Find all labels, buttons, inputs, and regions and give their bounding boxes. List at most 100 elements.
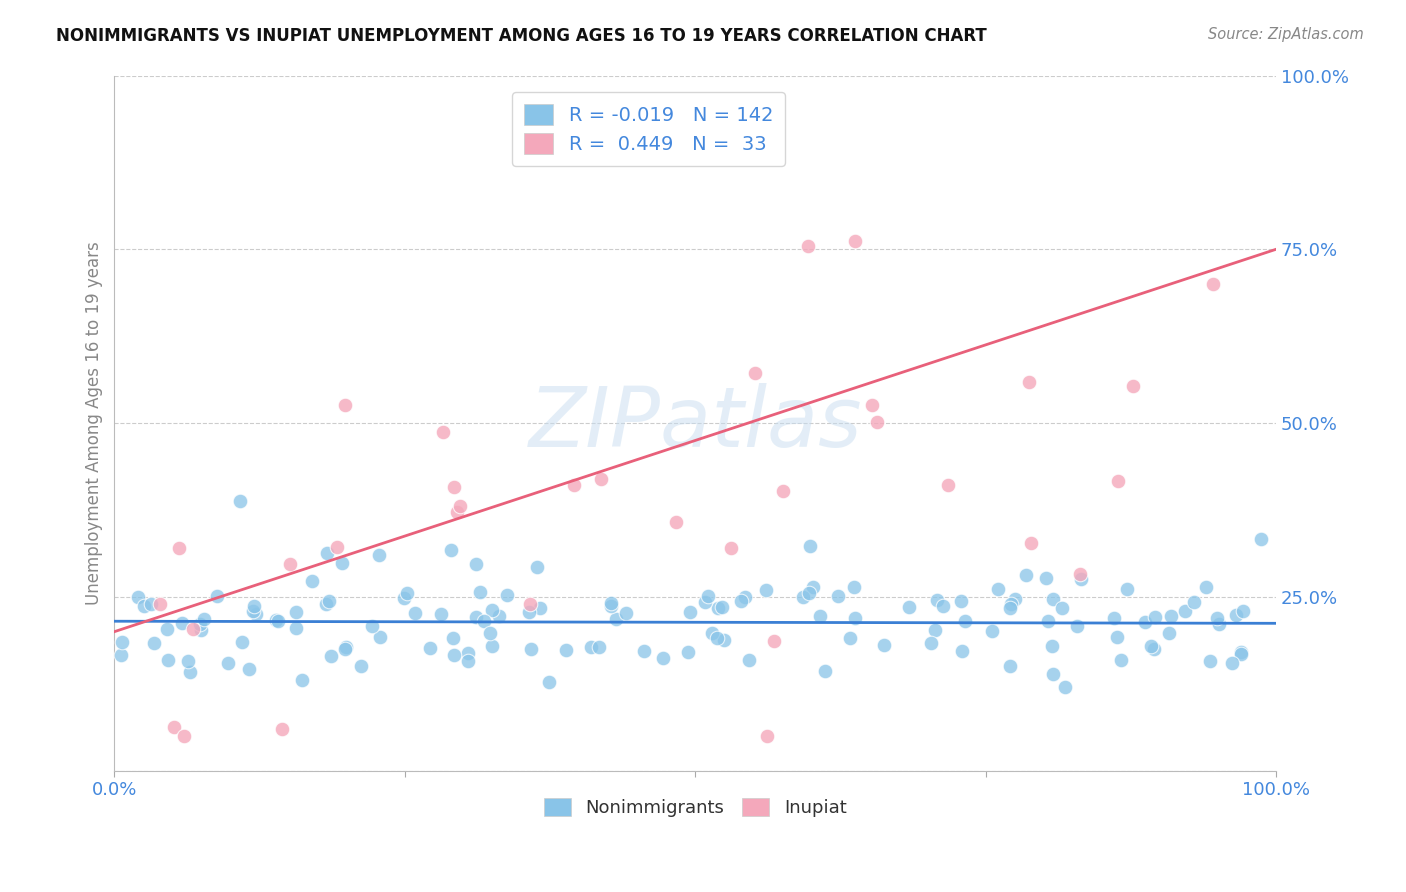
Point	[132, 599, 155, 613]
Point	[481, 603, 503, 617]
Point	[440, 542, 463, 557]
Point	[1019, 535, 1042, 549]
Point	[449, 500, 471, 514]
Point	[301, 574, 323, 588]
Point	[111, 635, 134, 649]
Point	[1230, 645, 1253, 659]
Point	[827, 589, 849, 603]
Point	[1195, 580, 1218, 594]
Point	[797, 238, 820, 252]
Point	[163, 720, 186, 734]
Point	[457, 654, 479, 668]
Point	[330, 556, 353, 570]
Point	[588, 640, 610, 655]
Point	[564, 478, 586, 492]
Point	[429, 607, 451, 621]
Point	[167, 541, 190, 555]
Point	[229, 494, 252, 508]
Point	[1105, 631, 1128, 645]
Point	[1069, 566, 1091, 581]
Point	[350, 659, 373, 673]
Point	[1232, 604, 1254, 618]
Point	[173, 729, 195, 743]
Point	[495, 588, 517, 602]
Point	[284, 621, 307, 635]
Point	[605, 612, 627, 626]
Point	[457, 646, 479, 660]
Point	[526, 560, 548, 574]
Point	[898, 599, 921, 614]
Point	[1018, 376, 1040, 390]
Point	[395, 586, 418, 600]
Point	[316, 546, 339, 560]
Point	[478, 625, 501, 640]
Point	[1102, 610, 1125, 624]
Point	[987, 582, 1010, 597]
Point	[696, 589, 718, 603]
Point	[368, 548, 391, 562]
Point	[1140, 639, 1163, 653]
Point	[441, 631, 464, 645]
Point	[1229, 647, 1251, 661]
Point	[772, 484, 794, 499]
Point	[245, 607, 267, 621]
Point	[1208, 617, 1230, 632]
Point	[720, 541, 742, 555]
Point	[465, 557, 488, 571]
Point	[481, 639, 503, 653]
Point	[177, 654, 200, 668]
Point	[1040, 639, 1063, 653]
Point	[1133, 615, 1156, 629]
Point	[231, 635, 253, 649]
Point	[950, 644, 973, 658]
Point	[932, 599, 955, 613]
Point	[792, 591, 814, 605]
Point	[315, 597, 337, 611]
Point	[110, 648, 132, 662]
Point	[707, 600, 730, 615]
Point	[1250, 532, 1272, 546]
Point	[443, 648, 465, 663]
Point	[318, 594, 340, 608]
Point	[443, 480, 465, 494]
Point	[599, 596, 621, 610]
Point	[842, 580, 865, 594]
Point	[1182, 595, 1205, 609]
Point	[468, 585, 491, 599]
Point	[1107, 474, 1129, 488]
Point	[676, 645, 699, 659]
Text: ZIPatlas: ZIPatlas	[529, 383, 862, 464]
Point	[291, 673, 314, 688]
Text: NONIMMIGRANTS VS INUPIAT UNEMPLOYMENT AMONG AGES 16 TO 19 YEARS CORRELATION CHAR: NONIMMIGRANTS VS INUPIAT UNEMPLOYMENT AM…	[56, 27, 987, 45]
Point	[1198, 654, 1220, 668]
Point	[335, 640, 357, 654]
Point	[1174, 604, 1197, 618]
Point	[335, 641, 357, 656]
Point	[284, 606, 307, 620]
Point	[860, 398, 883, 412]
Point	[981, 624, 1004, 638]
Point	[755, 582, 778, 597]
Point	[392, 591, 415, 606]
Point	[589, 472, 612, 486]
Point	[242, 599, 264, 613]
Point	[839, 631, 862, 645]
Point	[730, 594, 752, 608]
Point	[1202, 277, 1225, 292]
Point	[1036, 614, 1059, 628]
Point	[938, 478, 960, 492]
Point	[1225, 608, 1247, 623]
Point	[326, 540, 349, 554]
Point	[924, 623, 946, 637]
Point	[734, 590, 756, 604]
Point	[1000, 601, 1022, 615]
Point	[464, 609, 486, 624]
Point	[1122, 378, 1144, 392]
Point	[1205, 611, 1227, 625]
Point	[706, 631, 728, 645]
Point	[181, 622, 204, 636]
Point	[614, 606, 637, 620]
Point	[665, 515, 688, 529]
Point	[205, 589, 228, 603]
Point	[1144, 609, 1167, 624]
